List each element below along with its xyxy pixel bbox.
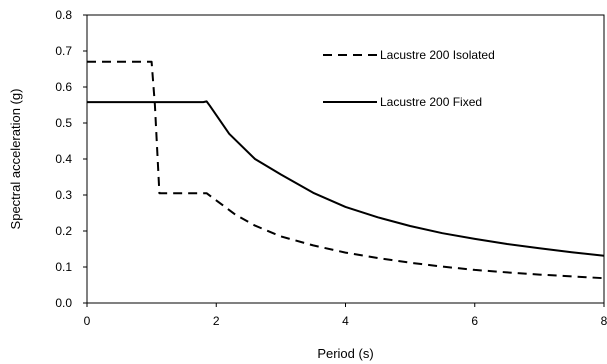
ticks: 0 2 4 6 8 0.0 0.1 0.2 0.3 0.4 0.5 0.6 0.7 0.8 [55, 8, 607, 328]
x-tick-label: 2 [213, 314, 220, 328]
y-tick-label: 0.0 [55, 296, 72, 310]
x-axis-title: Period (s) [317, 346, 373, 361]
series-group [87, 60, 605, 280]
series-line-isolated [87, 60, 605, 280]
y-axis-title: Spectral acceleration (g) [8, 89, 23, 230]
y-tick-label: 0.4 [55, 152, 72, 166]
x-tick-label: 8 [601, 314, 607, 328]
y-tick-label: 0.6 [55, 80, 72, 94]
x-tick-label: 4 [342, 314, 349, 328]
y-tick-label: 0.5 [55, 116, 72, 130]
legend: Lacustre 200 Isolated Lacustre 200 Fixed [323, 48, 495, 109]
legend-label: Lacustre 200 Fixed [380, 95, 482, 109]
plot-frame [86, 14, 605, 304]
y-tick-label: 0.3 [55, 188, 72, 202]
y-tick-label: 0.1 [55, 260, 72, 274]
axes [86, 14, 605, 304]
x-tick-label: 0 [84, 314, 91, 328]
legend-label: Lacustre 200 Isolated [380, 48, 495, 62]
series-line-fixed [87, 100, 605, 257]
x-tick-label: 6 [471, 314, 478, 328]
y-tick-label: 0.7 [55, 44, 72, 58]
y-tick-label: 0.2 [55, 224, 72, 238]
y-tick-label: 0.8 [55, 8, 72, 22]
